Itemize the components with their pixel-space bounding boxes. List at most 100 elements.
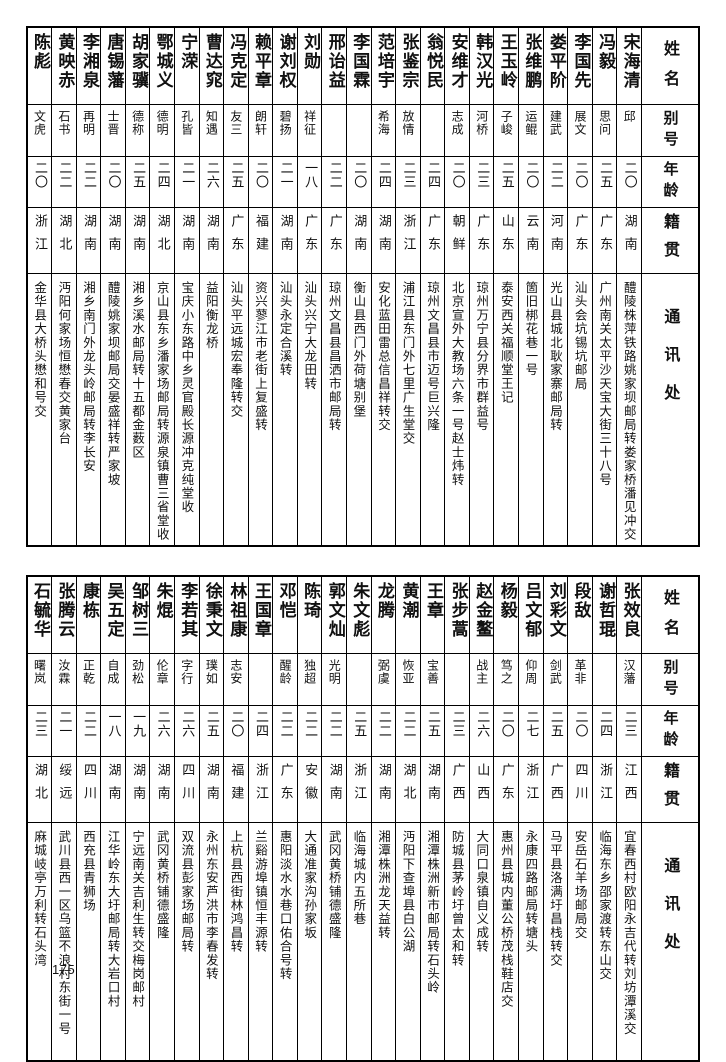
cell-alias: 友三: [223, 104, 249, 157]
alias-text: 光明: [327, 659, 342, 686]
cell-origin: 安徽: [296, 756, 323, 824]
name-text: 石毓华: [30, 582, 51, 640]
header-age-text: 年龄: [661, 161, 680, 203]
origin-text: 广东: [302, 214, 318, 260]
age-text: 一八: [302, 161, 318, 189]
origin-text: 湖南: [203, 763, 219, 810]
alias-text: 自成: [106, 659, 121, 686]
name-text: 康栋: [78, 582, 99, 621]
cell-address: 宜春西村欧阳永吉代转刘坊潭溪交: [616, 822, 642, 1062]
cell-address: 宁远南关吉利生转交梅岗邮村: [124, 822, 151, 1062]
cell-age: 二一: [173, 156, 200, 208]
cell-age: 二三: [616, 705, 642, 758]
cell-age: 二五: [591, 156, 618, 208]
name-text: 张腾云: [54, 582, 75, 640]
cell-name: 李国先: [567, 26, 593, 105]
origin-text: 湖南: [351, 214, 367, 260]
cell-address: 大同口泉镇自义成转: [468, 822, 495, 1062]
name-text: 段敌: [570, 582, 591, 621]
cell-address: 马平县洛满圩昌栈转交: [542, 822, 569, 1062]
address-text: 醴陵株萍铁路姚家坝邮局转娄家桥潘见冲交: [621, 281, 637, 542]
address-text: 西充县青狮场: [81, 830, 96, 913]
cell-name: 朱文彪: [346, 575, 372, 655]
alias-text: 再明: [81, 110, 96, 136]
name-text: 李国先: [570, 33, 591, 90]
age-text: 二六: [154, 710, 170, 739]
origin-text: 广西: [449, 763, 465, 810]
cell-age: 二四: [370, 156, 397, 208]
age-text: 二五: [498, 161, 514, 189]
cell-origin: 江西: [616, 756, 642, 824]
cell-name: 石毓华: [26, 575, 53, 655]
cell-address: 汕头永定合溪转: [272, 273, 298, 547]
cell-alias: 运鲲: [518, 104, 544, 157]
age-text: 一九: [130, 710, 146, 739]
name-text: 王玉岭: [496, 33, 517, 90]
address-text: 宁远南关吉利生转交梅岗邮村: [130, 830, 146, 1009]
cell-name: 李国霖: [346, 26, 372, 105]
cell-age: 二〇: [346, 156, 372, 208]
cell-origin: 广西: [444, 756, 470, 824]
cell-address: 双流县彭家场邮局转: [173, 822, 200, 1062]
origin-text: 山西: [474, 763, 490, 810]
cell-alias: 祥征: [296, 104, 323, 157]
name-text: 安维才: [447, 33, 468, 90]
cell-origin: 广西: [542, 756, 569, 824]
cell-age: 二二: [51, 156, 77, 208]
cell-age: 二二: [272, 705, 298, 758]
name-text: 刘彩文: [545, 582, 566, 640]
cell-origin: 广东: [296, 207, 323, 274]
cell-address: 上杭县西街林鸿昌转: [223, 822, 249, 1062]
cell-origin: 福建: [247, 207, 274, 274]
cell-name: 康栋: [75, 575, 102, 655]
age-text: 二四: [252, 710, 268, 739]
header-name-text: 姓名: [660, 589, 680, 650]
cell-alias: 独超: [296, 653, 323, 707]
cell-origin: 湖南: [616, 207, 642, 274]
name-text: 郭文灿: [324, 582, 345, 640]
cell-age: 二〇: [518, 156, 544, 208]
age-text: 二七: [523, 710, 539, 739]
address-text: 大同口泉镇自义成转: [474, 830, 490, 954]
address-text: 益阳衡龙桥: [203, 281, 219, 350]
cell-name: 刘彩文: [542, 575, 569, 655]
alias-text: 文虎: [32, 110, 47, 136]
alias-text: 放情: [400, 110, 415, 136]
address-text: 琼州万宁县分界市群益号: [474, 281, 490, 432]
cell-age: 二四: [247, 705, 274, 758]
origin-text: 湖南: [179, 214, 195, 260]
alias-text: 劲松: [130, 659, 145, 686]
name-text: 张维鹏: [521, 33, 542, 90]
cell-age: 二二: [296, 705, 323, 758]
origin-text: 湖北: [154, 214, 170, 260]
cell-age: 二三: [468, 156, 495, 208]
cell-age: 二〇: [26, 156, 53, 208]
cell-address: 宝庆小东路中乡灵官殿长源冲克纯堂收: [173, 273, 200, 547]
alias-text: 正乾: [81, 659, 96, 686]
cell-name: 张步蒿: [444, 575, 470, 655]
cell-age: 二一: [272, 156, 298, 208]
cell-origin: 湖南: [75, 207, 102, 274]
cell-name: 鄂城义: [149, 26, 175, 105]
cell-age: 二一: [51, 705, 77, 758]
cell-origin: 湖南: [149, 756, 175, 824]
alias-text: 展文: [573, 110, 587, 136]
address-text: 琼州文昌县市迈号巨兴隆: [425, 281, 441, 432]
alias-text: 邱: [622, 110, 637, 123]
cell-alias: 笃之: [493, 653, 520, 707]
age-text: 二〇: [621, 161, 637, 189]
cell-origin: 浙江: [26, 207, 53, 274]
cell-age: 二二: [542, 156, 569, 208]
cell-age: 二六: [173, 705, 200, 758]
row-origin: 湖北 绥远 四川 湖南 湖南 湖南 四川 湖南 福建 浙江 广东 安徽 湖南 浙江 湖南 湖北 湖南 广西 山西 广东…: [26, 756, 700, 824]
cell-alias: 朗轩: [247, 104, 274, 157]
age-text: 二二: [80, 161, 96, 189]
age-text: 二二: [277, 710, 293, 739]
alias-text: 德称: [130, 110, 145, 136]
name-text: 翁悦民: [423, 33, 444, 90]
cell-alias: 思问: [591, 104, 618, 157]
cell-address: 光山县城北耿家寨邮局转: [542, 273, 569, 547]
alias-text: 曙岚: [32, 659, 47, 686]
cell-name: 韩汉光: [468, 26, 495, 105]
origin-text: 广西: [547, 763, 563, 810]
